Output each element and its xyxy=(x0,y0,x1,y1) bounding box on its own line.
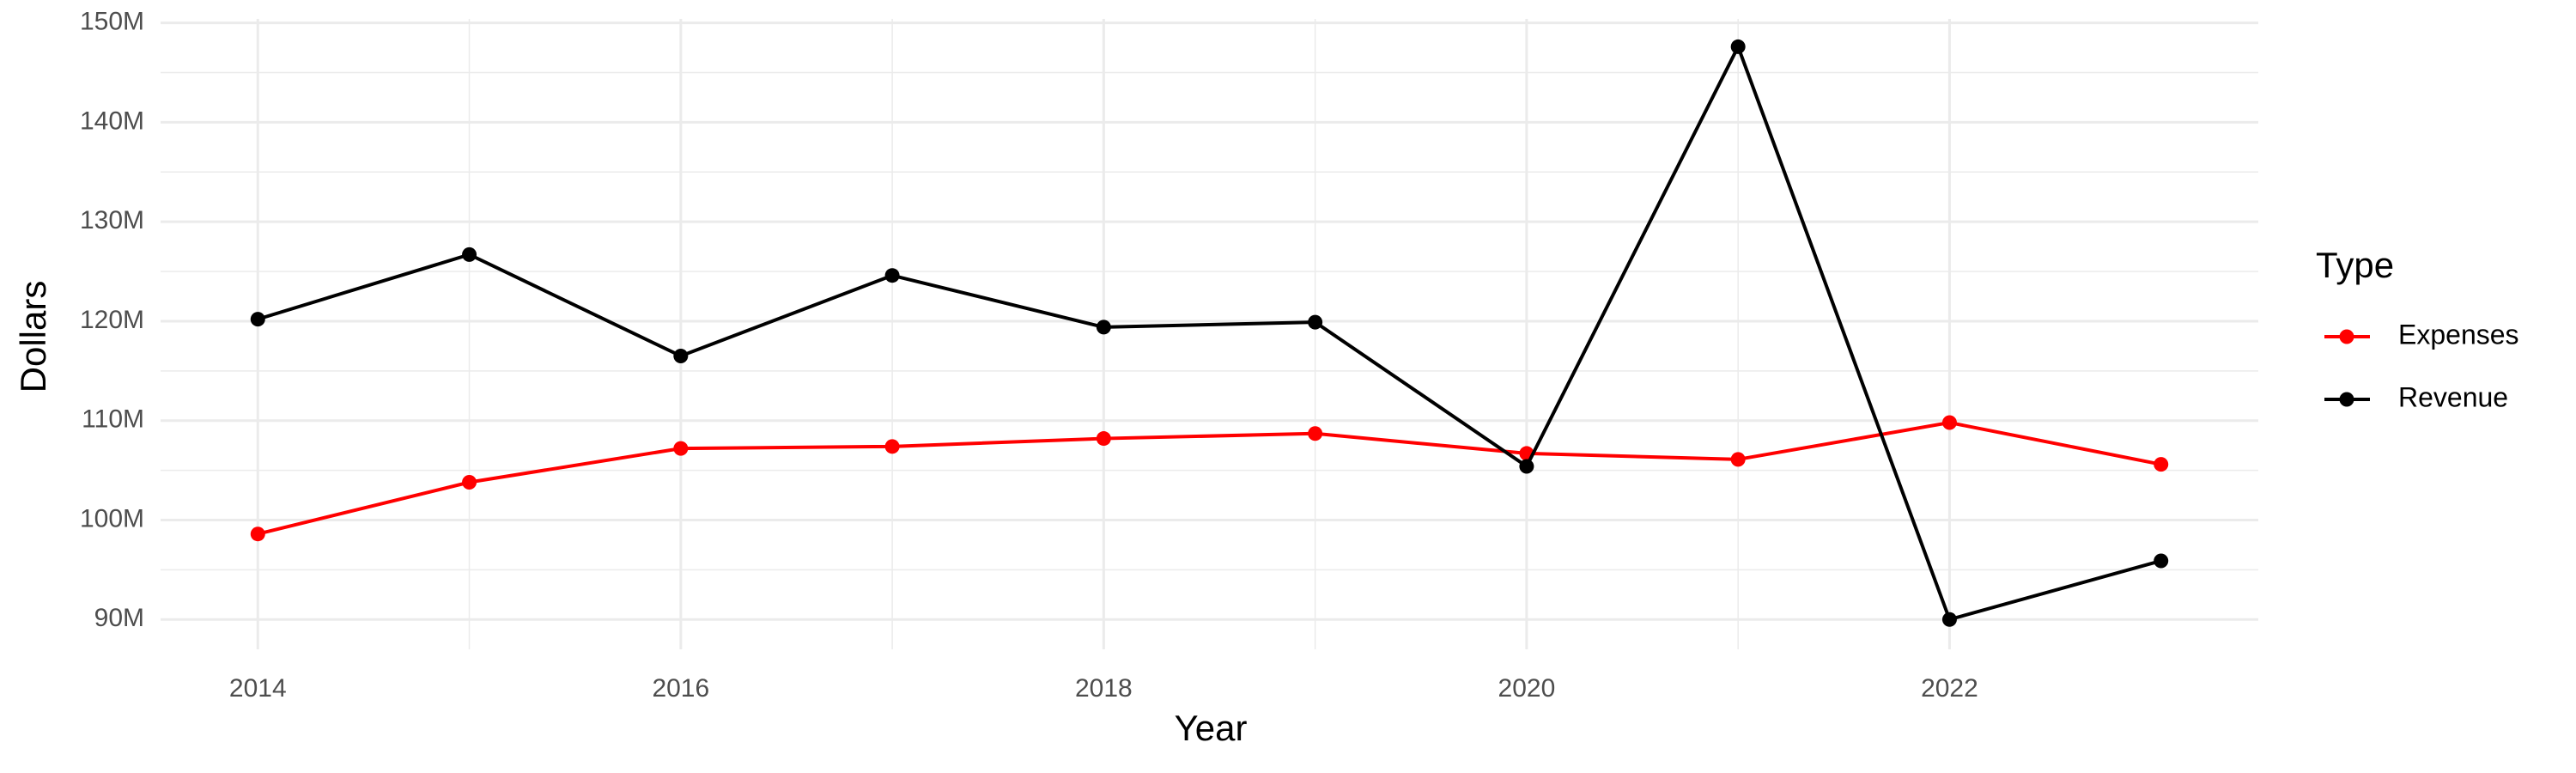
y-tick-label: 110M xyxy=(82,405,144,434)
x-tick-label: 2014 xyxy=(229,674,287,703)
y-tick-label: 90M xyxy=(94,604,144,632)
legend-title: Type xyxy=(2316,245,2394,285)
x-tick-label: 2020 xyxy=(1498,674,1556,703)
y-tick-label: 140M xyxy=(80,107,144,135)
y-tick-label: 130M xyxy=(80,206,144,234)
y-tick-label: 120M xyxy=(80,306,144,334)
x-axis-title: Year xyxy=(1175,708,1248,748)
data-point xyxy=(2154,553,2169,569)
data-point xyxy=(1730,39,1746,54)
data-point xyxy=(250,312,265,327)
data-point xyxy=(884,439,900,454)
data-point xyxy=(1096,320,1111,335)
legend-label: Revenue xyxy=(2398,381,2508,412)
y-tick-label: 100M xyxy=(80,504,144,533)
x-tick-label: 2022 xyxy=(1921,674,1978,703)
data-point xyxy=(462,247,477,262)
x-tick-label: 2016 xyxy=(652,674,709,703)
y-axis-title: Dollars xyxy=(13,281,53,393)
data-point xyxy=(1941,415,1957,430)
data-point xyxy=(884,268,900,283)
data-point xyxy=(2154,457,2169,472)
data-point xyxy=(1308,426,1323,441)
data-point xyxy=(1096,431,1111,447)
grid xyxy=(161,19,2258,649)
data-point xyxy=(673,348,689,363)
data-point xyxy=(673,441,689,456)
data-point xyxy=(1941,612,1957,627)
series-line xyxy=(257,42,2162,622)
y-tick-label: 150M xyxy=(80,8,144,36)
series-line xyxy=(257,421,2162,536)
legend-point xyxy=(2339,392,2354,407)
legend-label: Expenses xyxy=(2398,319,2519,350)
data-point xyxy=(1730,452,1746,467)
x-tick-label: 2018 xyxy=(1075,674,1133,703)
data-point xyxy=(250,526,265,542)
data-point xyxy=(1308,314,1323,330)
legend-point xyxy=(2339,329,2354,344)
data-point xyxy=(1519,459,1534,474)
data-point xyxy=(462,475,477,490)
